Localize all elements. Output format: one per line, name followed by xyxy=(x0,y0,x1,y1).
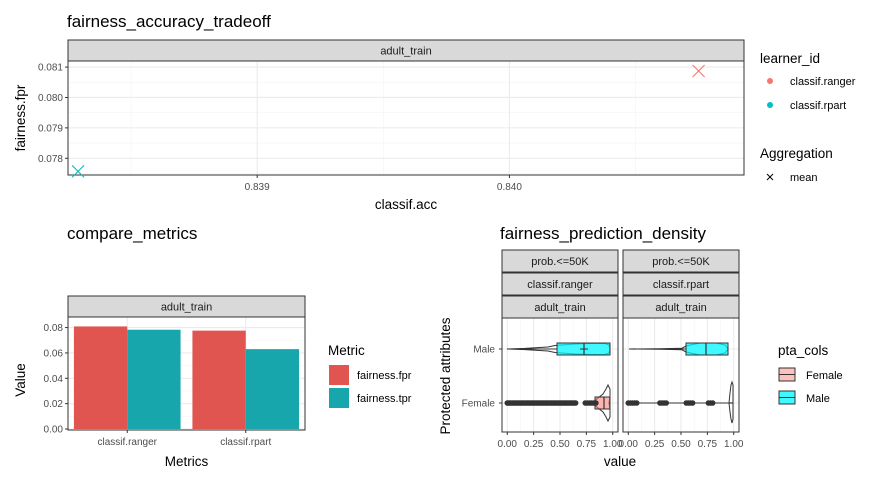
density-strip-right-2 xyxy=(622,272,740,296)
compare-y-axis: 0.00 0.02 0.04 0.06 0.08 xyxy=(44,323,68,436)
legend-key-tpr xyxy=(329,388,349,408)
tradeoff-xtick-label: 0.839 xyxy=(245,182,270,193)
tradeoff-legend-title: learner_id xyxy=(760,51,820,66)
legend-key-mean xyxy=(766,173,774,181)
density-xtick-label: 0.50 xyxy=(550,439,570,450)
legend-key-ranger xyxy=(767,78,773,84)
compare-xtick-label: classif.ranger xyxy=(98,437,158,448)
tradeoff-xtick-label: 0.840 xyxy=(497,182,522,193)
tradeoff-ytick-label: 0.078 xyxy=(38,154,63,165)
bar-classif.rpart-fairness.fpr xyxy=(192,330,246,429)
legend-key-rpart xyxy=(767,102,773,108)
compare-ylabel: Value xyxy=(13,363,28,397)
density-strip-left-1 xyxy=(501,249,619,273)
density-title: fairness_prediction_density xyxy=(500,224,707,243)
outlier-point xyxy=(593,400,599,406)
tradeoff-ylabel: fairness.fpr xyxy=(13,84,28,151)
legend-label-tpr: fairness.tpr xyxy=(357,393,412,405)
density-ylabel: Protected attributes xyxy=(438,317,453,434)
compare-facet-label: adult_train xyxy=(161,302,212,314)
legend-key-male xyxy=(778,390,796,405)
density-y-axis: Male Female xyxy=(462,345,502,410)
compare-x-axis: classif.ranger classif.rpart xyxy=(98,430,272,448)
outliers-female-rpart xyxy=(625,400,729,406)
compare-ytick-label: 0.00 xyxy=(44,425,64,436)
tradeoff-panel-bg xyxy=(68,61,744,175)
tradeoff-x-axis: 0.839 0.840 xyxy=(245,175,522,193)
point-classif.ranger xyxy=(692,64,705,78)
density-strip-right-2-label: classif.rpart xyxy=(653,279,709,291)
legend-key-fpr xyxy=(329,365,349,385)
density-strip-right-1 xyxy=(622,249,740,273)
bar-classif.ranger-fairness.fpr xyxy=(73,326,128,429)
tradeoff-points xyxy=(71,64,705,178)
tradeoff-gridlines xyxy=(68,61,744,175)
bar-classif.ranger-fairness.tpr xyxy=(127,329,181,429)
tradeoff-ytick-label: 0.080 xyxy=(38,93,63,104)
tradeoff-ytick-label: 0.079 xyxy=(38,123,63,134)
legend-label-male: Male xyxy=(806,393,830,405)
compare-bars xyxy=(73,326,300,429)
pta-legend-title: pta_cols xyxy=(778,343,829,358)
density-strip-right-1-label: prob.<=50K xyxy=(652,256,710,268)
density-strip-left-3-label: adult_train xyxy=(534,302,585,314)
tradeoff-y-axis: 0.078 0.079 0.080 0.081 xyxy=(38,63,68,165)
compare-facet-strip xyxy=(67,295,306,318)
compare-xlabel: Metrics xyxy=(165,454,209,469)
density-strip-right-3-label: adult_train xyxy=(655,302,706,314)
legend-label-female: Female xyxy=(806,370,843,382)
density-xlabel: value xyxy=(604,454,636,469)
compare-title: compare_metrics xyxy=(67,224,197,243)
density-chart: fairness_prediction_density prob.<=50K c… xyxy=(438,224,843,469)
legend-label-rpart: classif.rpart xyxy=(790,100,846,112)
compare-ytick-label: 0.08 xyxy=(44,323,64,334)
density-xtick-label: 1.00 xyxy=(603,439,623,450)
bar-classif.rpart-fairness.tpr xyxy=(245,349,300,429)
compare-ytick-label: 0.04 xyxy=(44,374,64,385)
density-xtick-label: 0.00 xyxy=(498,439,518,450)
outlier-point xyxy=(572,400,579,406)
compare-ytick-label: 0.06 xyxy=(44,348,64,359)
point-classif.rpart xyxy=(71,164,85,178)
compare-xtick-label: classif.rpart xyxy=(220,437,271,448)
legend-label-fpr: fairness.fpr xyxy=(357,370,412,382)
density-ytick-label: Male xyxy=(473,345,495,356)
density-geoms-rpart xyxy=(625,342,734,424)
density-xtick-label: 1.00 xyxy=(724,439,744,450)
tradeoff-chart: fairness_accuracy_tradeoff adult_train 0… xyxy=(13,12,856,212)
density-xtick-label: 0.75 xyxy=(577,439,597,450)
compare-metrics-chart: compare_metrics adult_train 0.00 0.02 0.04… xyxy=(13,224,412,469)
density-xtick-label: 0.50 xyxy=(671,439,691,450)
legend-key-female xyxy=(778,367,796,382)
density-strip-left-2 xyxy=(501,272,619,296)
tradeoff-ytick-label: 0.081 xyxy=(38,63,63,74)
density-xtick-label: 0.25 xyxy=(524,439,544,450)
density-xtick-label: 0.25 xyxy=(645,439,665,450)
tradeoff-facet-label: adult_train xyxy=(380,46,431,58)
legend-label-mean: mean xyxy=(790,172,818,184)
tradeoff-xlabel: classif.acc xyxy=(375,197,438,212)
density-strip-left-2-label: classif.ranger xyxy=(527,279,593,291)
density-ytick-label: Female xyxy=(462,399,496,410)
legend-label-ranger: classif.ranger xyxy=(790,76,856,88)
outliers-female-ranger xyxy=(504,400,599,406)
tradeoff-facet-strip xyxy=(67,39,745,62)
density-x-axis: 0.00 0.25 0.50 0.75 1.000.00 0.25 0.50 0.75 1.00 xyxy=(498,432,744,450)
density-strip-left-1-label: prob.<=50K xyxy=(531,256,589,268)
density-xtick-label: 0.00 xyxy=(619,439,639,450)
density-geoms-ranger xyxy=(504,342,611,423)
aggregation-legend-title: Aggregation xyxy=(760,146,833,161)
compare-ytick-label: 0.02 xyxy=(44,399,64,410)
metric-legend-title: Metric xyxy=(328,343,365,358)
tradeoff-title: fairness_accuracy_tradeoff xyxy=(67,12,271,31)
box-male-rpart xyxy=(685,342,729,356)
density-xtick-label: 0.75 xyxy=(698,439,718,450)
